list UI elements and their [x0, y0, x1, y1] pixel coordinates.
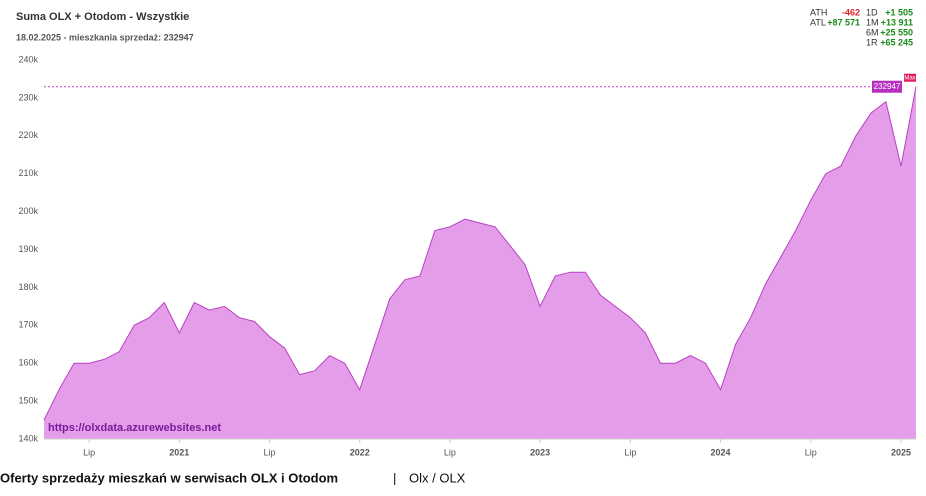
last-value-box [872, 80, 902, 93]
chart-subtitle: 18.02.2025 - mieszkania sprzedaż: 232947 [16, 32, 194, 42]
stat-value: +87 571 [827, 17, 860, 27]
stat-value: +13 911 [881, 17, 913, 27]
stat-value: -462 [842, 7, 860, 17]
y-tick-label: 150k [18, 395, 38, 405]
y-tick-label: 160k [18, 358, 38, 368]
y-tick-label: 190k [18, 244, 38, 254]
stat-label: 1M [866, 17, 879, 27]
stat-label: ATH [810, 7, 827, 17]
x-tick-label: 2025 [891, 447, 911, 457]
x-tick-label: 2023 [530, 447, 550, 457]
x-tick-label: 2022 [350, 447, 370, 457]
stat-value: +1 505 [885, 7, 913, 17]
x-tick-label: Lip [805, 447, 817, 457]
y-tick-label: 230k [18, 92, 38, 102]
y-tick-label: 180k [18, 282, 38, 292]
stat-value: +65 245 [880, 37, 913, 47]
caption-separator: | [393, 470, 396, 485]
x-tick-label: Lip [264, 447, 276, 457]
x-tick-label: 2024 [711, 447, 731, 457]
stat-label: 1D [866, 7, 878, 17]
max-label: Max [904, 75, 915, 81]
x-tick-label: Lip [624, 447, 636, 457]
stat-label: ATL [810, 17, 826, 27]
line [43, 86, 917, 421]
x-tick-label: Lip [444, 447, 456, 457]
y-tick-label: 200k [18, 206, 38, 216]
max-box [904, 73, 916, 82]
y-tick-label: 210k [18, 168, 38, 178]
caption-source: Olx / OLX [409, 470, 466, 485]
y-tick-label: 140k [18, 433, 38, 443]
stat-label: 6M [866, 27, 879, 37]
x-tick-label: Lip [83, 447, 95, 457]
last-value-label: 232947 [874, 82, 901, 91]
y-tick-label: 240k [18, 54, 38, 64]
stat-label: 1R [866, 37, 878, 47]
stat-value: +25 550 [880, 27, 913, 37]
watermark: https://olxdata.azurewebsites.net [48, 422, 221, 434]
caption-main: Oferty sprzedaży mieszkań w serwisach OL… [0, 470, 338, 485]
x-tick-label: 2021 [169, 447, 189, 457]
area [44, 86, 916, 439]
y-tick-label: 220k [18, 130, 38, 140]
y-tick-label: 170k [18, 320, 38, 330]
chart-title: Suma OLX + Otodom - Wszystkie [16, 11, 189, 23]
